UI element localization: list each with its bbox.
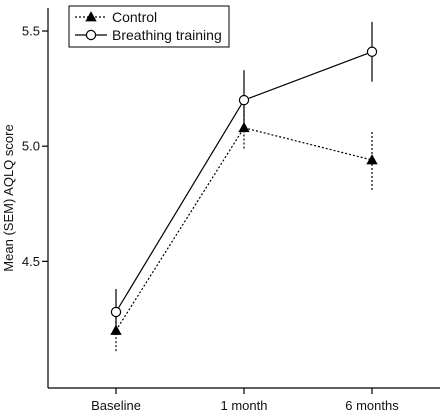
data-point bbox=[238, 94, 250, 106]
x-ticks: Baseline 1 month 6 months bbox=[91, 388, 399, 413]
x-axis: Baseline 1 month 6 months bbox=[48, 387, 440, 413]
data-point bbox=[366, 46, 378, 57]
legend-label: Control bbox=[112, 9, 157, 25]
x-tick-label: 6 months bbox=[345, 398, 399, 413]
y-tick-label: 5.0 bbox=[22, 139, 40, 154]
x-tick-label: 1 month bbox=[221, 398, 268, 413]
data-point bbox=[110, 306, 122, 318]
y-tick-label: 5.5 bbox=[22, 24, 40, 39]
series-control bbox=[110, 107, 378, 352]
y-tick-label: 4.5 bbox=[22, 254, 40, 269]
legend-label: Breathing training bbox=[112, 27, 222, 43]
y-ticks: 4.5 5.0 5.5 bbox=[22, 24, 48, 269]
data-point bbox=[366, 154, 378, 165]
legend-items: Control Breathing training bbox=[75, 9, 222, 43]
legend: Control Breathing training bbox=[68, 5, 230, 48]
x-tick-label: Baseline bbox=[91, 398, 141, 413]
legend-marker bbox=[85, 11, 97, 22]
series-line bbox=[115, 127, 373, 331]
y-axis-title: Mean (SEM) AQLQ score bbox=[1, 124, 16, 271]
legend-marker bbox=[85, 29, 97, 41]
legend-box bbox=[68, 5, 230, 48]
y-axis: 4.5 5.0 5.5 Mean (SEM) AQLQ score bbox=[1, 8, 49, 388]
series-layer bbox=[110, 21, 378, 352]
series-breathing-training bbox=[110, 21, 378, 336]
